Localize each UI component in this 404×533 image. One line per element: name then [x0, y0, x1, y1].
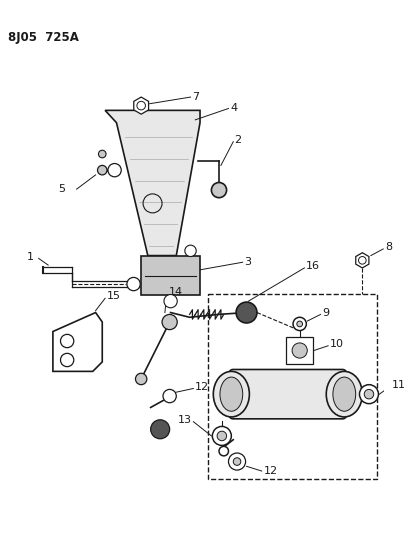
Circle shape	[297, 321, 303, 327]
Circle shape	[360, 385, 379, 403]
Text: 14: 14	[169, 287, 183, 297]
Circle shape	[97, 165, 107, 175]
Bar	[286, 337, 313, 364]
Text: 15: 15	[107, 292, 121, 301]
Text: 12: 12	[264, 466, 278, 476]
Text: 5: 5	[58, 184, 65, 194]
Text: 8: 8	[385, 242, 392, 252]
Circle shape	[217, 431, 227, 441]
Text: 11: 11	[392, 379, 404, 390]
Circle shape	[293, 317, 306, 330]
Circle shape	[162, 314, 177, 329]
Circle shape	[185, 245, 196, 256]
Circle shape	[236, 302, 257, 323]
Text: 12: 12	[195, 382, 209, 392]
Ellipse shape	[213, 372, 249, 417]
Circle shape	[292, 343, 307, 358]
Circle shape	[127, 277, 140, 290]
Circle shape	[99, 150, 106, 158]
Text: 13: 13	[177, 415, 191, 425]
Circle shape	[151, 420, 170, 439]
Circle shape	[164, 295, 177, 308]
Circle shape	[229, 453, 246, 470]
Text: 2: 2	[234, 135, 241, 145]
FancyBboxPatch shape	[229, 369, 346, 419]
Text: 8J05  725A: 8J05 725A	[8, 30, 79, 44]
Text: 9: 9	[322, 308, 330, 318]
Circle shape	[233, 458, 241, 465]
Circle shape	[108, 164, 121, 177]
Text: 16: 16	[306, 261, 320, 271]
Text: 4: 4	[230, 103, 238, 114]
Polygon shape	[134, 97, 149, 114]
Circle shape	[219, 446, 229, 456]
Polygon shape	[356, 253, 369, 268]
Polygon shape	[105, 110, 200, 256]
Bar	[141, 256, 200, 295]
Text: 7: 7	[192, 92, 200, 102]
Circle shape	[213, 426, 231, 446]
Ellipse shape	[220, 377, 243, 411]
Circle shape	[135, 373, 147, 385]
Circle shape	[364, 390, 374, 399]
Text: 10: 10	[330, 339, 344, 349]
Text: 1: 1	[27, 252, 34, 262]
Ellipse shape	[333, 377, 356, 411]
Ellipse shape	[326, 372, 362, 417]
Bar	[208, 294, 377, 479]
Polygon shape	[53, 312, 102, 372]
Text: 3: 3	[245, 257, 252, 267]
Circle shape	[163, 390, 176, 403]
Circle shape	[211, 182, 227, 198]
